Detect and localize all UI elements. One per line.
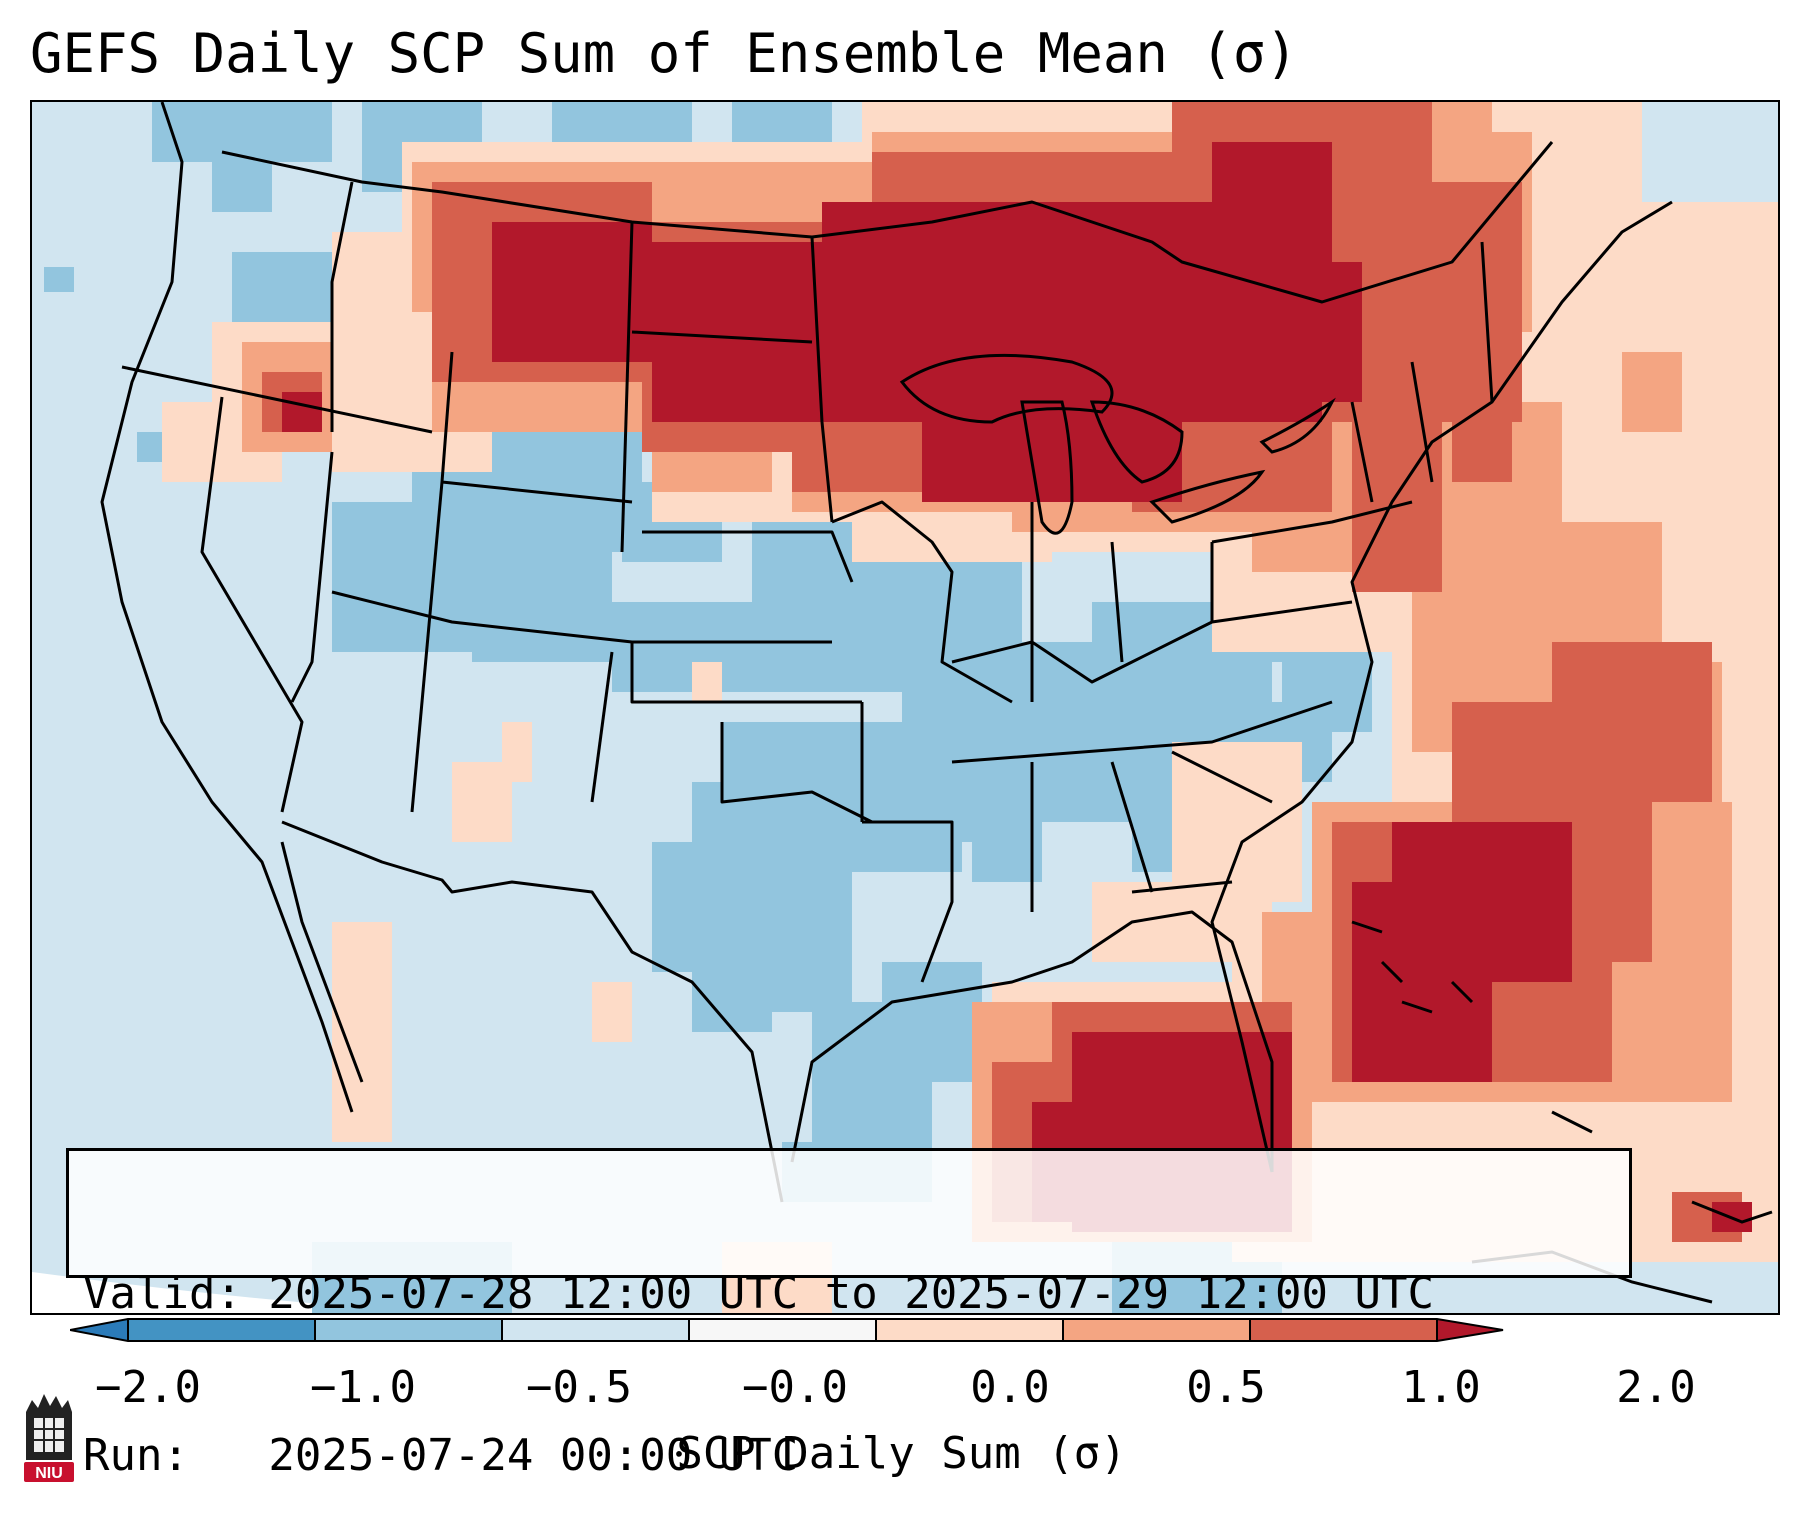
map-canvas [32,102,1778,1313]
chart-title: GEFS Daily SCP Sum of Ensemble Mean (σ) [30,22,1298,85]
colorbar-tick: 1.0 [1401,1362,1481,1413]
valid-line: Valid: 2025-07-28 12:00 UTC to 2025-07-2… [83,1268,1435,1319]
colorbar-segment [689,1319,876,1341]
great-lakes [899,353,1336,535]
colorbar-extend-high [1437,1319,1503,1341]
colorbar-tick: 0.0 [970,1362,1050,1413]
colorbar-segment [876,1319,1063,1341]
domain-edge [32,1272,450,1313]
colorbar-tick: −2.0 [95,1362,201,1413]
colorbar-segment [315,1319,502,1341]
niu-logo: NIU [24,1394,74,1482]
colorbar-tick: −0.0 [742,1362,848,1413]
colorbar-segment [1063,1319,1250,1341]
state-borders [100,102,1673,1203]
colorbar [70,1318,1504,1342]
colorbar-tick: 2.0 [1616,1362,1696,1413]
colorbar-tick: −0.5 [526,1362,632,1413]
colorbar-tick: 0.5 [1186,1362,1266,1413]
run-line: Run: 2025-07-24 00:00 UTC [83,1430,799,1481]
negative-anomaly-west [44,102,1572,1313]
colorbar-extend-low [70,1319,128,1341]
colorbar-segment [1250,1319,1437,1341]
colorbar-label: SCP Daily Sum (σ) [676,1428,1127,1479]
colorbar-segment [502,1319,689,1341]
colorbar-tick: −1.0 [310,1362,416,1413]
logo-text: NIU [35,1465,63,1482]
strong-positive-anomaly [282,142,1752,1232]
map-panel [30,100,1780,1315]
valid-time-box: Valid: 2025-07-28 12:00 UTC to 2025-07-2… [66,1148,1632,1481]
colorbar-segment [128,1319,315,1341]
